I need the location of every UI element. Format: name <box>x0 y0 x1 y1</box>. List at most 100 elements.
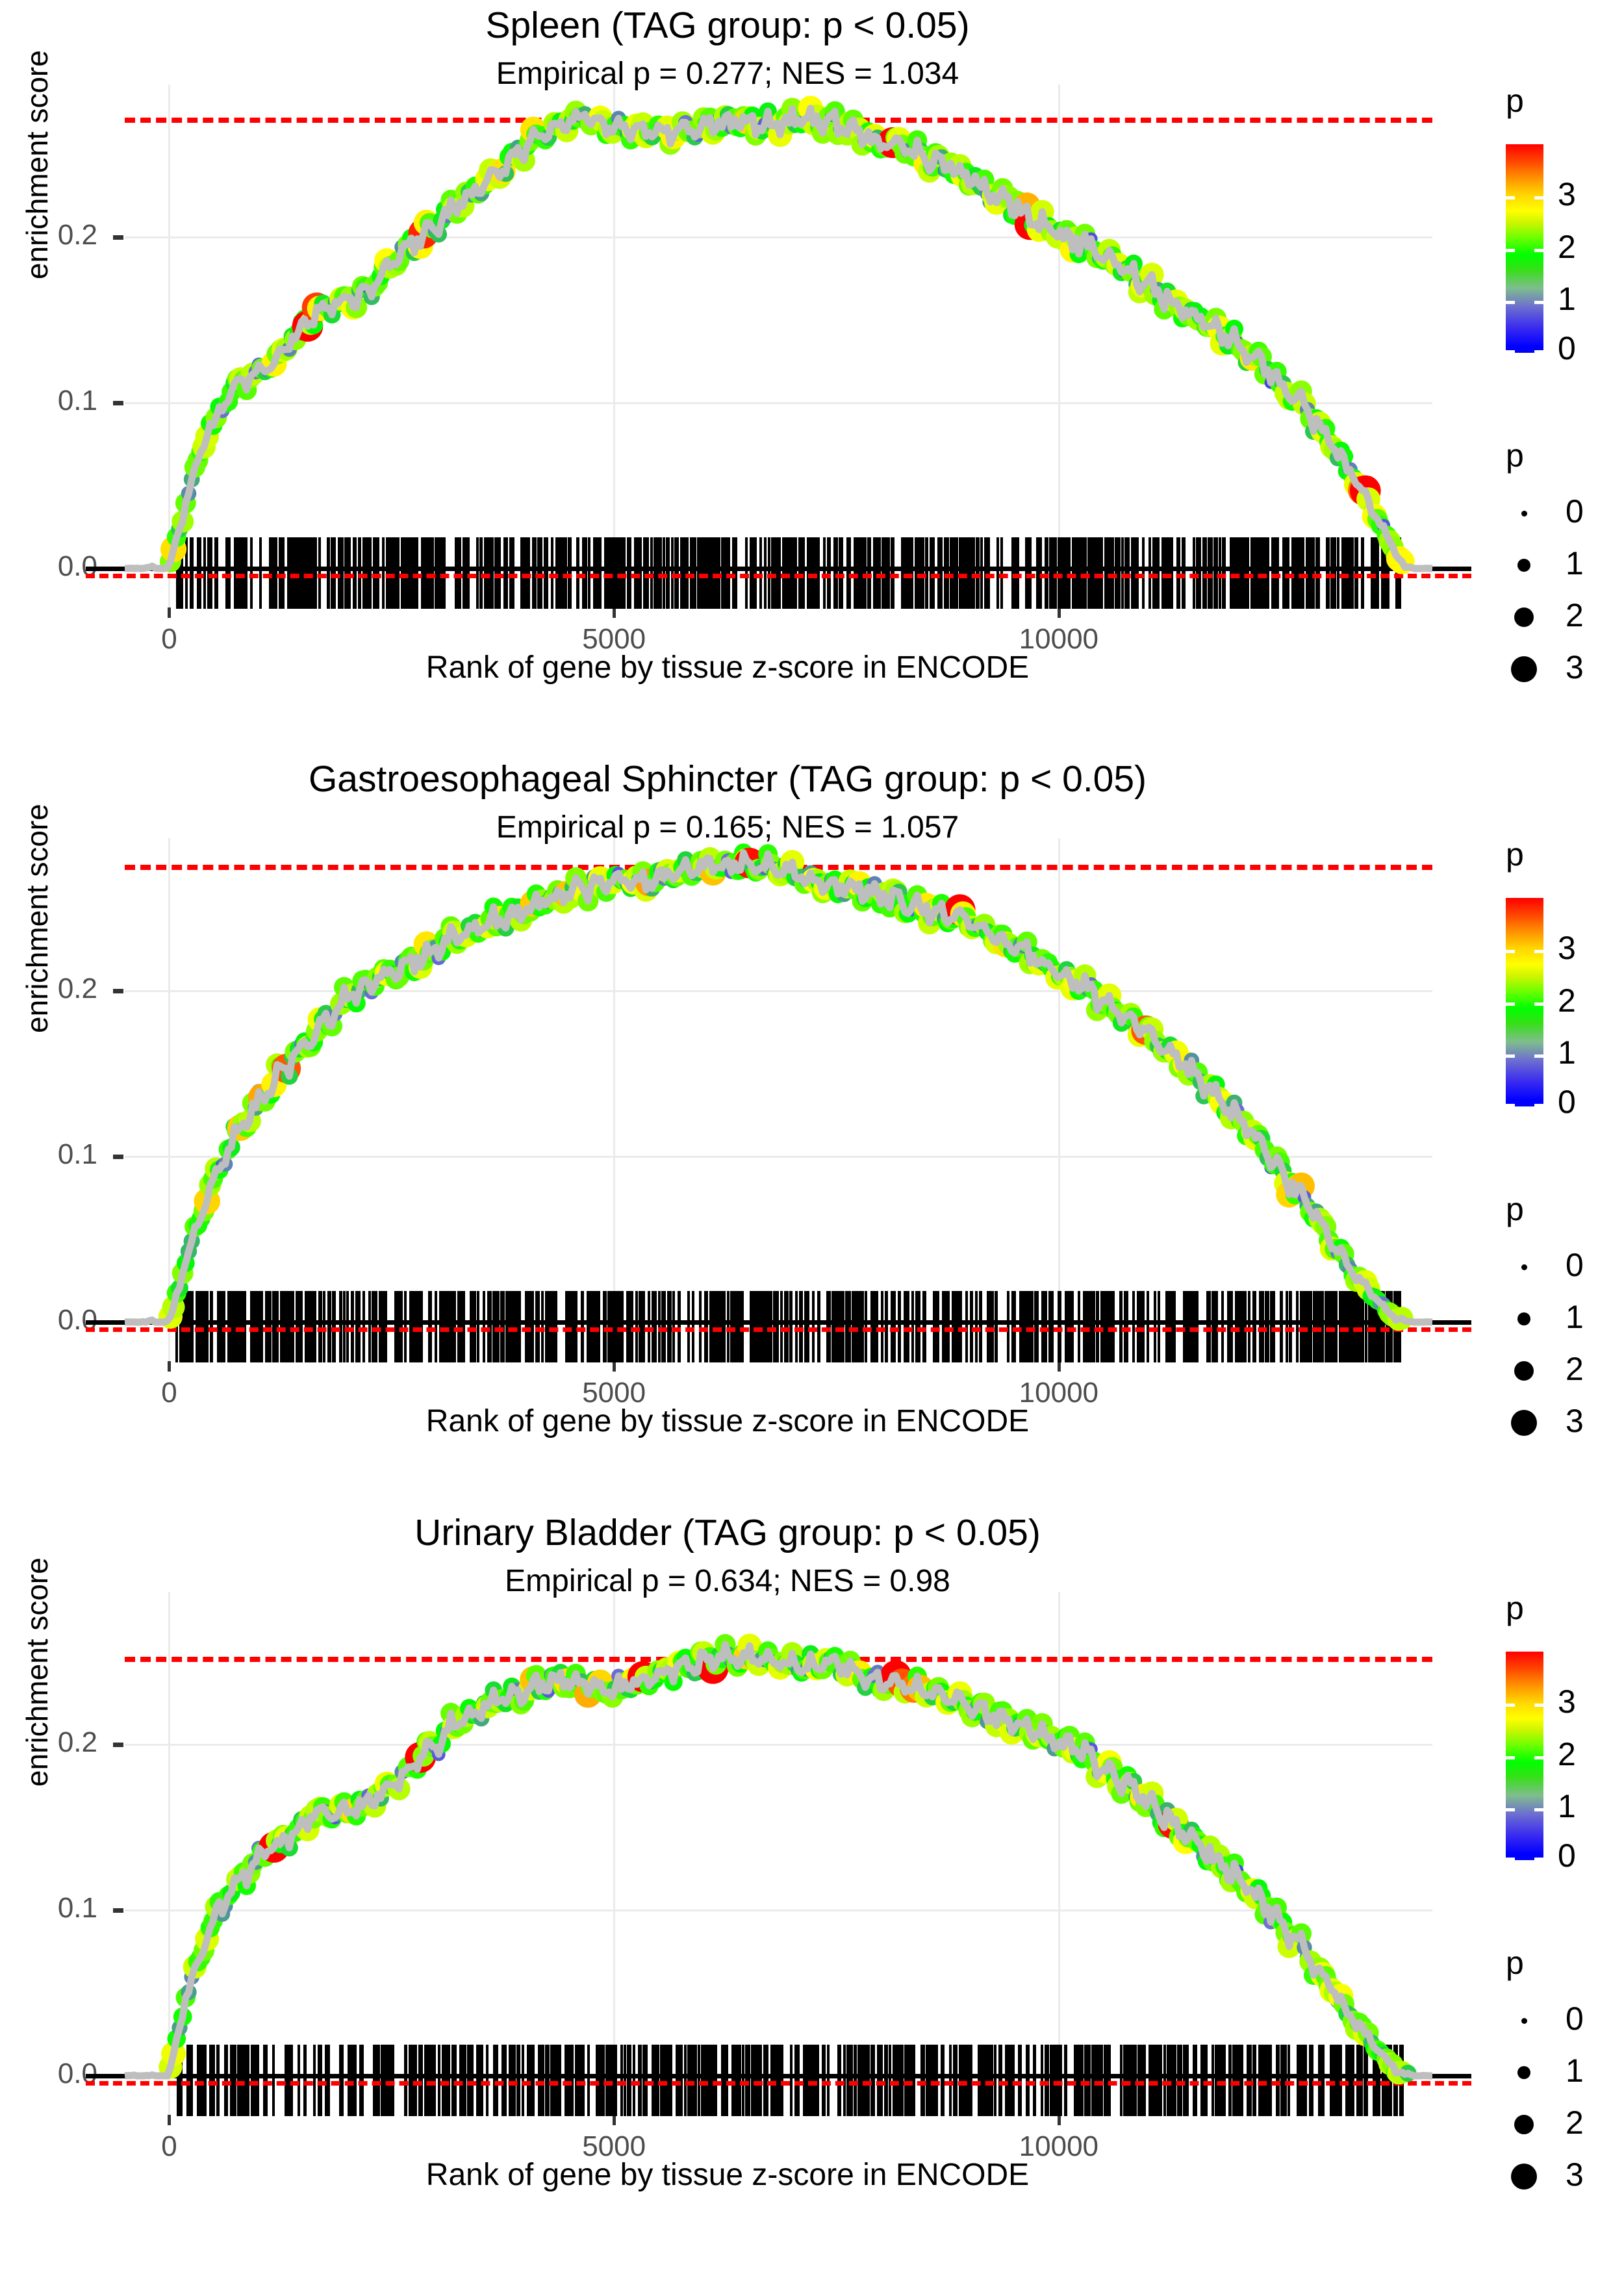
panel-subtitle: Empirical p = 0.634; NES = 0.98 <box>505 1564 950 1598</box>
enrichment-dots <box>158 843 1414 1331</box>
color-legend-tick <box>1506 1808 1515 1811</box>
x-gridline <box>1058 1592 1060 2115</box>
color-legend-tick <box>1506 196 1515 200</box>
zero-reference-dashed-line <box>86 1327 1471 1332</box>
gene-rank-rug <box>125 1291 1432 1362</box>
y-tick-mark <box>113 235 123 240</box>
x-tick-mark <box>1057 1361 1061 1372</box>
color-legend-tick <box>1506 1756 1515 1759</box>
color-legend-title: p <box>1506 836 1524 873</box>
color-legend-tick <box>1534 1054 1543 1058</box>
x-gridline <box>1058 84 1060 607</box>
gene-rank-rug <box>125 2045 1432 2116</box>
color-legend-tick-label: 0 <box>1558 1084 1576 1120</box>
size-legend-title: p <box>1506 1191 1524 1227</box>
panel-title: Urinary Bladder (TAG group: p < 0.05) <box>414 1512 1041 1553</box>
color-legend-tick <box>1506 350 1515 353</box>
panel-gastroesophageal-sphincter: Gastroesophageal Sphincter (TAG group: p… <box>0 754 1624 1507</box>
x-tick-label: 10000 <box>1019 2130 1099 2162</box>
legend-group: p 3 2 1 0 p 0 1 2 3 <box>1475 754 1624 1507</box>
x-tick-mark <box>613 607 616 618</box>
color-legend-tick-label: 1 <box>1558 280 1576 317</box>
zero-reference-dashed-line <box>86 574 1471 578</box>
x-tick-label: 10000 <box>1019 1377 1099 1409</box>
size-legend-label: 1 <box>1566 1299 1584 1335</box>
size-legend-label: 2 <box>1566 1351 1584 1387</box>
y-tick-label: 0.1 <box>57 1891 97 1924</box>
y-gridline <box>125 1743 1432 1746</box>
size-legend-dot <box>1517 559 1530 572</box>
y-gridline <box>125 236 1432 238</box>
x-gridline <box>168 838 171 1361</box>
x-tick-mark <box>168 1361 171 1372</box>
size-legend-label: 3 <box>1566 649 1584 685</box>
x-tick-label: 10000 <box>1019 623 1099 655</box>
size-legend-dot <box>1511 656 1537 682</box>
color-legend-tick-label: 0 <box>1558 330 1576 366</box>
color-legend-tick <box>1506 1054 1515 1058</box>
enrichment-running-line <box>124 849 1433 1326</box>
size-legend-label: 2 <box>1566 2104 1584 2141</box>
size-legend-dot <box>1517 1312 1530 1325</box>
size-legend-label: 1 <box>1566 545 1584 581</box>
x-tick-mark <box>613 2115 616 2125</box>
enrichment-running-line <box>124 105 1433 572</box>
color-legend-tick <box>1506 1104 1515 1107</box>
color-legend-tick <box>1534 300 1543 304</box>
size-legend-title: p <box>1506 1945 1524 1981</box>
x-tick-label: 5000 <box>582 2130 646 2162</box>
color-legend-tick-label: 3 <box>1558 1683 1576 1720</box>
x-gridline <box>168 1592 171 2115</box>
color-legend-tick-label: 2 <box>1558 982 1576 1019</box>
color-legend-tick <box>1506 1002 1515 1006</box>
legend-group: p 3 2 1 0 p 0 1 2 3 <box>1475 1507 1624 2261</box>
size-legend-label: 0 <box>1566 1247 1584 1283</box>
color-legend-tick <box>1506 300 1515 304</box>
x-tick-label: 0 <box>161 1377 177 1409</box>
color-legend-tick-label: 3 <box>1558 176 1576 213</box>
y-tick-mark <box>113 1154 123 1159</box>
zero-line <box>86 567 1471 571</box>
color-legend-tick <box>1534 1002 1543 1006</box>
size-legend-label: 3 <box>1566 2156 1584 2193</box>
y-tick-label: 0.2 <box>57 972 97 1004</box>
zero-reference-dashed-line <box>86 2081 1471 2086</box>
size-legend-dot <box>1514 1361 1534 1381</box>
y-gridline <box>125 1909 1432 1911</box>
enrichment-curve <box>124 843 1433 1331</box>
size-legend-dot <box>1514 607 1534 627</box>
y-gridline <box>125 1155 1432 1158</box>
color-legend-title: p <box>1506 1590 1524 1626</box>
color-legend-tick <box>1506 1858 1515 1861</box>
panel-title: Gastroesophageal Sphincter (TAG group: p… <box>308 758 1147 800</box>
x-axis-title: Rank of gene by tissue z-score in ENCODE <box>425 1404 1030 1438</box>
color-legend-title: p <box>1506 83 1524 119</box>
color-legend-tick <box>1534 1704 1543 1707</box>
y-tick-mark <box>113 988 123 993</box>
x-axis-title: Rank of gene by tissue z-score in ENCODE <box>425 2158 1030 2192</box>
size-legend-dot <box>1511 2164 1537 2190</box>
size-legend-label: 0 <box>1566 2000 1584 2037</box>
size-legend-label: 3 <box>1566 1403 1584 1439</box>
color-legend-tick <box>1534 950 1543 954</box>
size-legend-dot <box>1511 1410 1537 1436</box>
color-legend-tick-label: 3 <box>1558 930 1576 967</box>
y-tick-mark <box>113 1908 123 1913</box>
zero-line <box>86 1320 1471 1325</box>
y-gridline <box>125 402 1432 404</box>
panel-subtitle: Empirical p = 0.165; NES = 1.057 <box>496 810 959 845</box>
legend-group: p 3 2 1 0 p 0 1 2 3 <box>1475 0 1624 754</box>
x-tick-label: 5000 <box>582 1377 646 1409</box>
x-tick-mark <box>1057 607 1061 618</box>
x-gridline <box>613 84 616 607</box>
x-tick-mark <box>168 2115 171 2125</box>
color-legend-tick <box>1506 248 1515 252</box>
color-legend-tick <box>1534 196 1543 200</box>
x-gridline <box>1058 838 1060 1361</box>
color-legend-tick <box>1506 1704 1515 1707</box>
y-tick-label: 0.1 <box>57 1138 97 1170</box>
color-legend-tick <box>1506 950 1515 954</box>
color-legend-tick <box>1534 248 1543 252</box>
panel-urinary-bladder: Urinary Bladder (TAG group: p < 0.05) Em… <box>0 1507 1624 2261</box>
